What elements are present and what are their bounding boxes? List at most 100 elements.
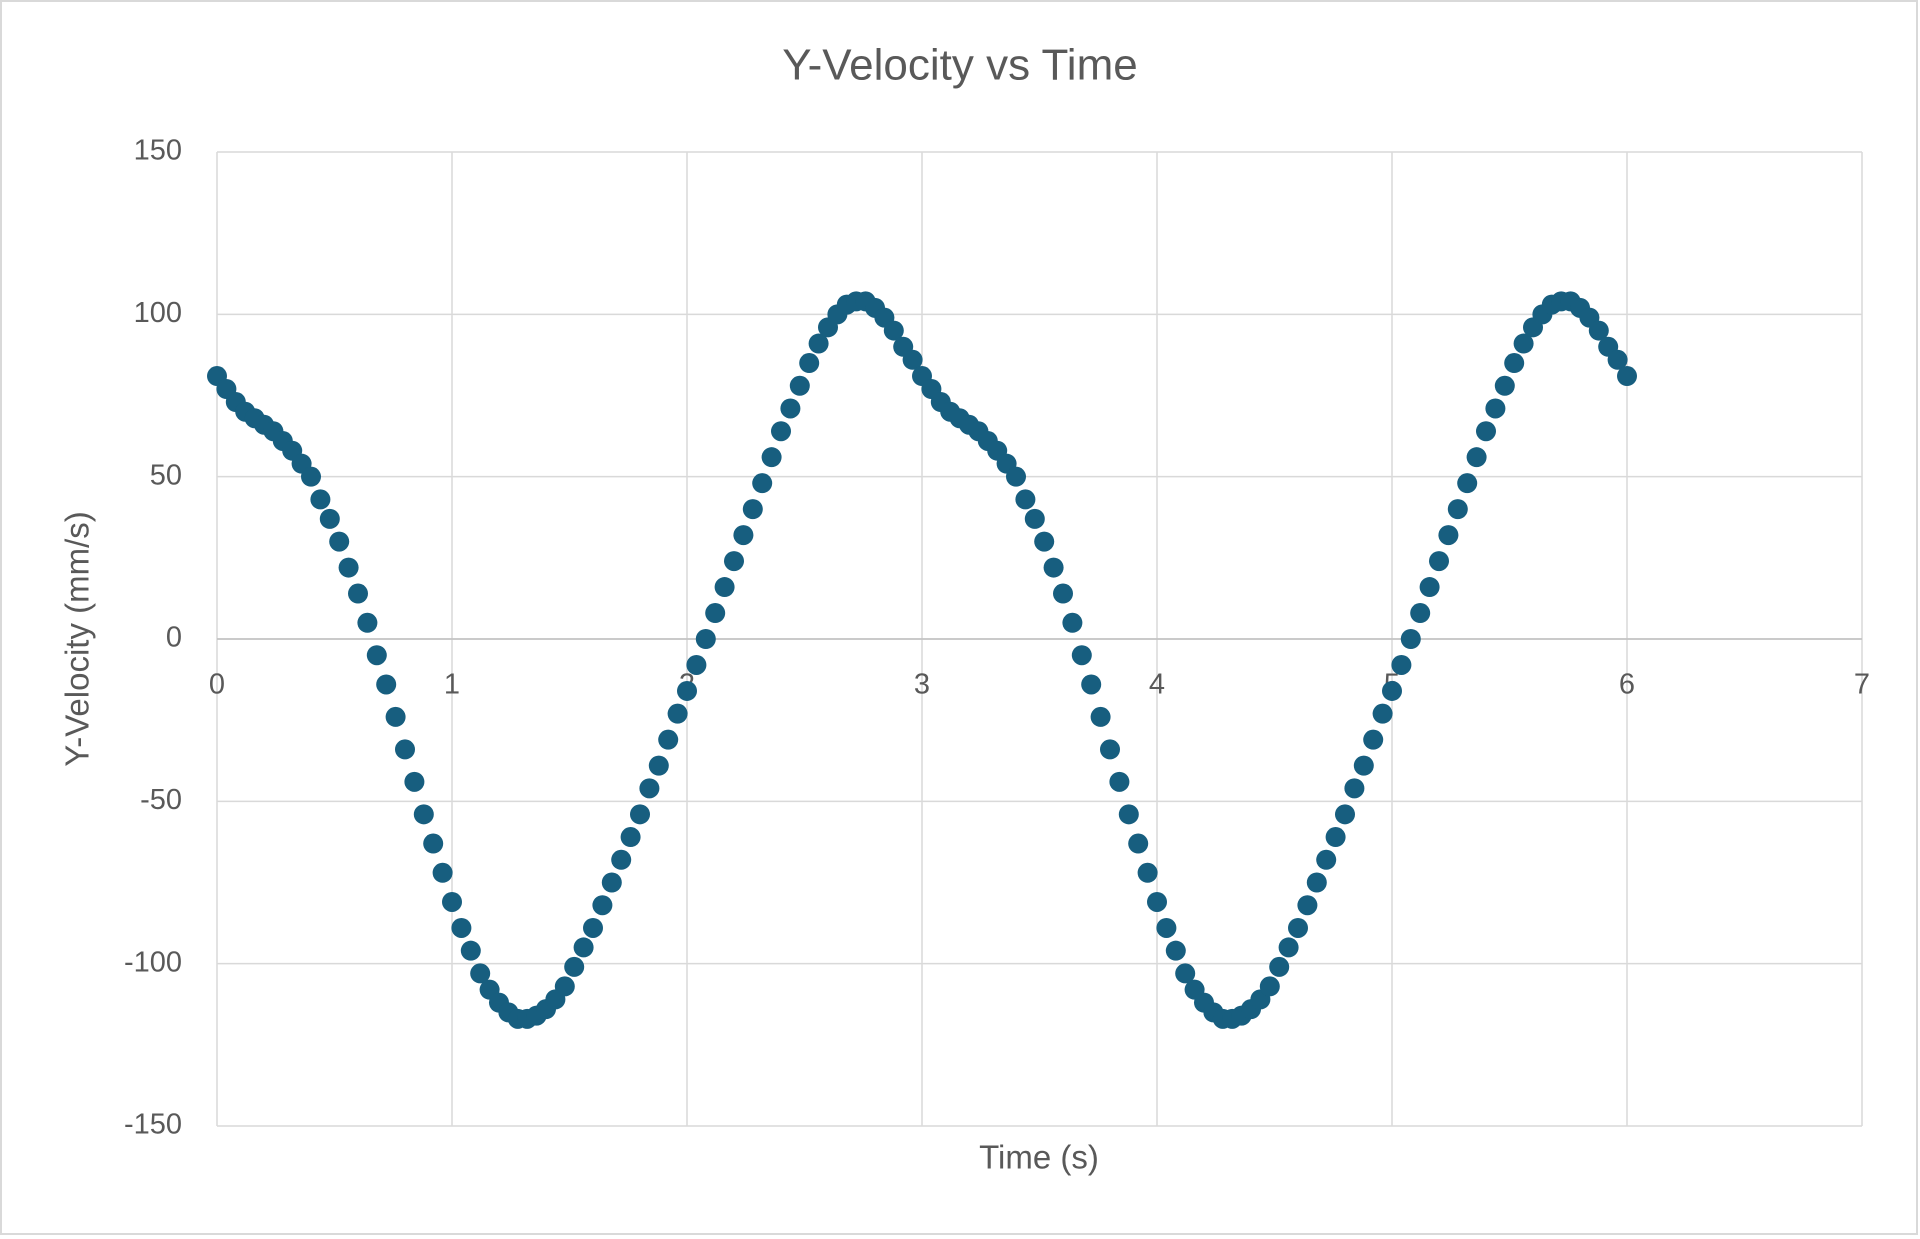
data-point (376, 674, 397, 695)
data-point (451, 917, 472, 938)
x-tick-label: 4 (1149, 669, 1165, 701)
data-point (1513, 333, 1534, 354)
data-point (1447, 499, 1468, 520)
y-tick-label: -100 (124, 946, 182, 978)
data-point (1588, 320, 1609, 341)
data-point (564, 956, 585, 977)
data-point (329, 531, 350, 552)
data-point (883, 320, 904, 341)
data-point (1062, 612, 1083, 633)
data-point (705, 603, 726, 624)
data-point (611, 849, 632, 870)
data-point (554, 976, 575, 997)
data-point (1006, 466, 1026, 487)
data-point (583, 917, 603, 938)
data-point (1118, 804, 1139, 825)
data-point (310, 489, 331, 510)
y-tick-label: 100 (134, 297, 182, 329)
data-point (348, 583, 368, 604)
data-point (423, 833, 444, 854)
data-point (1494, 375, 1515, 396)
data-point (639, 778, 660, 799)
x-tick-label: 1 (444, 669, 460, 701)
data-point (1288, 917, 1308, 938)
data-point (1457, 473, 1478, 494)
y-tick-label: -150 (124, 1109, 182, 1141)
y-tick-label: 150 (134, 135, 182, 167)
data-point (1024, 508, 1045, 529)
y-tick-label: -50 (140, 784, 182, 816)
data-point (573, 937, 594, 958)
x-tick-label: 7 (1854, 669, 1870, 701)
data-point (1043, 557, 1064, 578)
data-point (338, 557, 359, 578)
data-point (413, 804, 434, 825)
data-point (1015, 489, 1036, 510)
data-point (1410, 603, 1431, 624)
chart-title: Y-Velocity vs Time (782, 41, 1137, 90)
data-point (1316, 849, 1337, 870)
data-point (630, 804, 650, 825)
data-point (1438, 525, 1459, 546)
data-point (695, 629, 716, 649)
data-point (432, 862, 453, 883)
data-point (667, 703, 688, 724)
data-point (366, 645, 387, 666)
data-point (1156, 917, 1177, 938)
data-point (1372, 703, 1393, 724)
data-point (808, 333, 829, 354)
data-point (1165, 940, 1186, 961)
data-point (1137, 862, 1158, 883)
data-point (1504, 353, 1525, 374)
data-point (1109, 771, 1130, 792)
data-point (1476, 421, 1496, 442)
data-point (1297, 895, 1318, 916)
data-point (686, 654, 707, 675)
data-point (1466, 447, 1487, 468)
data-point (1100, 739, 1120, 760)
data-point (658, 729, 679, 750)
data-point (1175, 963, 1196, 984)
data-point (1278, 937, 1299, 958)
data-point (1335, 804, 1355, 825)
data-point (902, 349, 923, 370)
data-point (1128, 833, 1149, 854)
data-point (1391, 654, 1412, 675)
data-point (1269, 956, 1290, 977)
data-point (1400, 629, 1421, 649)
data-point (1081, 674, 1102, 695)
data-point (1617, 366, 1637, 387)
data-point (442, 891, 462, 912)
data-point (789, 375, 810, 396)
data-point (1053, 583, 1073, 604)
data-point (724, 551, 744, 572)
data-point (677, 680, 697, 701)
data-point (1034, 531, 1055, 552)
data-point (620, 827, 641, 848)
y-axis-title: Y-Velocity (mm/s) (59, 511, 96, 767)
data-point (1363, 729, 1384, 750)
data-point (1071, 645, 1092, 666)
data-point (761, 447, 782, 468)
data-point (470, 963, 491, 984)
data-point (1259, 976, 1280, 997)
data-point (714, 577, 735, 598)
data-point (1325, 827, 1346, 848)
data-point (733, 525, 754, 546)
data-point (357, 612, 378, 633)
data-point (1419, 577, 1440, 598)
data-point (301, 466, 321, 487)
data-point (799, 353, 820, 374)
data-point (385, 706, 406, 727)
data-point (395, 739, 415, 760)
y-tick-label: 50 (150, 459, 182, 491)
data-point (404, 771, 425, 792)
data-point (1485, 398, 1506, 419)
data-point (1147, 891, 1167, 912)
data-point (771, 421, 791, 442)
data-point (1306, 872, 1327, 893)
data-point (460, 940, 481, 961)
data-point (1429, 551, 1449, 572)
